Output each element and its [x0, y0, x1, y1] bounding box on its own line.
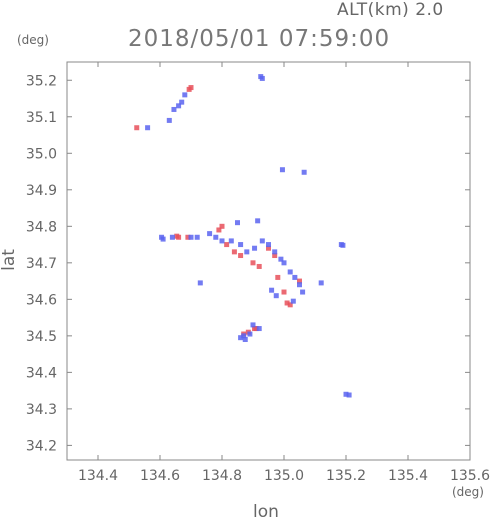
positive-echo-point: [256, 263, 262, 269]
negative-echo-point: [266, 242, 271, 248]
x-tick-label: 134.8: [202, 468, 242, 484]
positive-echo-point: [224, 242, 230, 248]
plot-ticks: 134.4 134.6 134.8 135.0 135.2 135.4 135.6 34.2 3…: [26, 62, 490, 484]
negative-echo-point: [250, 322, 256, 328]
positive-echo-point: [219, 223, 225, 229]
negative-echo-point: [259, 75, 265, 81]
negative-echo-point: [166, 117, 172, 123]
negative-echo-point: [346, 392, 352, 398]
y-tick-label: 35.2: [26, 73, 57, 89]
positive-echo-point: [275, 274, 281, 280]
negative-echo-point: [279, 167, 285, 173]
positive-echo-point: [266, 245, 271, 251]
negative-echo-point: [235, 220, 240, 226]
positive-echo-point: [216, 227, 222, 233]
positive-echo-point: [250, 260, 256, 266]
y-tick-label: 34.2: [26, 438, 57, 454]
x-tick-label: 134.6: [140, 468, 180, 484]
x-tick-label: 135.6: [450, 468, 490, 484]
altitude-label: ALT(km) 2.0: [337, 0, 444, 20]
negative-echo-point: [343, 391, 349, 397]
positive-echo-point: [281, 289, 287, 295]
negative-echo-point: [242, 337, 248, 343]
x-unit-label: (deg): [452, 485, 484, 499]
y-tick-label: 34.3: [26, 402, 57, 418]
positive-echo-point: [231, 249, 237, 255]
positive-echo-point: [272, 253, 278, 259]
timestamp-title: 2018/05/01 07:59:00: [128, 26, 391, 52]
negative-echo-point: [318, 280, 324, 286]
y-tick-label: 34.9: [26, 183, 57, 199]
y-tick-label: 35.1: [26, 110, 57, 126]
negative-echo-point: [213, 234, 219, 240]
y-unit-label: (deg): [17, 33, 49, 47]
plot-frame: [66, 61, 471, 461]
x-axis-label: lon: [253, 502, 279, 522]
positive-echo-point: [284, 300, 290, 306]
negative-echo-point: [179, 99, 185, 105]
y-tick-label: 34.5: [26, 329, 57, 345]
positive-echo-point: [253, 326, 259, 332]
negative-echo-point: [340, 242, 346, 248]
negative-echo-point: [301, 169, 307, 175]
y-tick-label: 34.7: [26, 256, 57, 272]
negative-echo-point: [207, 231, 213, 237]
plot-axes: [66, 61, 471, 461]
negative-echo-point: [160, 236, 166, 242]
plot-points: [134, 74, 352, 398]
negative-echo-point: [238, 335, 244, 341]
negative-echo-point: [145, 125, 151, 131]
negative-echo-point: [176, 103, 182, 109]
positive-echo-point: [297, 278, 302, 284]
positive-echo-point: [188, 85, 194, 91]
positive-echo-point: [176, 234, 182, 240]
positive-echo-point: [185, 234, 191, 240]
y-tick-label: 34.6: [26, 292, 57, 308]
negative-echo-point: [219, 238, 225, 244]
negative-echo-point: [171, 106, 177, 112]
negative-echo-point: [244, 249, 250, 255]
negative-echo-point: [278, 256, 284, 262]
negative-echo-point: [252, 245, 258, 251]
negative-echo-point: [272, 249, 278, 255]
negative-echo-point: [255, 218, 261, 224]
negative-echo-point: [273, 293, 279, 299]
negative-echo-point: [269, 287, 275, 293]
x-tick-label: 135.4: [388, 468, 428, 484]
negative-echo-point: [194, 234, 200, 240]
x-tick-label: 134.4: [78, 468, 118, 484]
negative-echo-point: [290, 298, 296, 304]
y-tick-label: 34.8: [26, 219, 57, 235]
negative-echo-point: [197, 280, 203, 286]
positive-echo-point: [287, 302, 293, 308]
negative-echo-point: [297, 282, 302, 288]
positive-echo-point: [134, 125, 140, 131]
negative-echo-point: [259, 238, 265, 244]
x-tick-label: 135.0: [264, 468, 304, 484]
negative-echo-point: [256, 326, 262, 332]
negative-echo-point: [292, 274, 298, 280]
negative-echo-point: [241, 333, 247, 339]
negative-echo-point: [169, 234, 175, 240]
positive-echo-point: [238, 253, 244, 259]
negative-echo-point: [281, 260, 287, 266]
x-tick-label: 135.2: [326, 468, 366, 484]
negative-echo-point: [228, 238, 234, 244]
negative-echo-point: [238, 242, 244, 248]
negative-echo-point: [188, 234, 194, 240]
y-tick-label: 35.0: [26, 146, 57, 162]
negative-echo-point: [182, 92, 188, 98]
negative-echo-point: [300, 289, 306, 295]
negative-echo-point: [247, 331, 253, 337]
negative-echo-point: [287, 269, 293, 275]
y-tick-label: 34.4: [26, 365, 57, 381]
